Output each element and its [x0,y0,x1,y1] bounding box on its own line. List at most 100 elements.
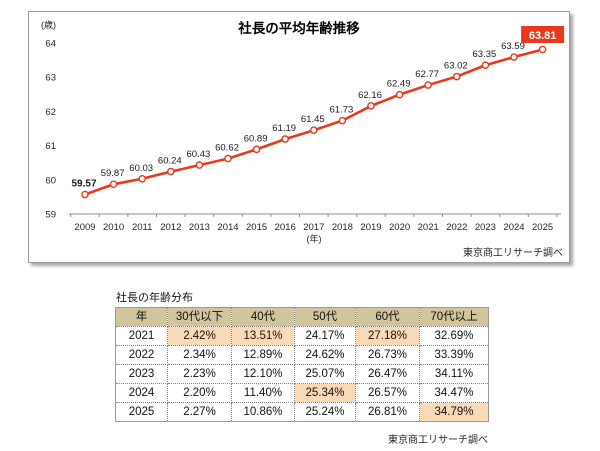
data-label: 63.02 [444,61,468,72]
x-tick-label: 2016 [275,222,296,233]
chart-title: 社長の平均年齢推移 [238,21,360,36]
data-point [252,145,261,154]
value-cell: 34.47% [419,383,489,403]
value-cell: 2.20% [167,383,232,403]
x-tick-label: 2022 [446,222,467,233]
data-point [309,126,318,135]
value-cell: 24.17% [294,326,356,346]
data-point [538,45,547,54]
value-cell: 2.42% [167,326,232,346]
data-point [138,174,146,183]
data-point [166,167,175,176]
value-cell: 33.39% [419,345,489,365]
year-cell: 2023 [115,364,168,384]
value-cell: 34.79% [419,402,489,422]
data-label: 63.35 [473,49,497,60]
value-cell: 2.34% [167,345,232,365]
x-tick-label: 2020 [389,222,410,233]
x-axis-unit-label: (年) [307,233,322,244]
y-tick-label: 62 [45,107,56,118]
column-header: 30代以下 [167,307,232,327]
column-header: 50代 [294,307,356,327]
table-row: 2024 2.20% 11.40% 25.34% 26.57% 34.47% [115,383,489,403]
value-cell: 13.51% [231,326,295,346]
data-point [452,72,461,81]
x-tick-label: 2012 [160,222,181,233]
value-cell: 25.34% [294,383,356,403]
y-tick-label: 59 [45,210,56,221]
x-tick-label: 2025 [532,222,553,233]
value-cell: 27.18% [355,326,420,346]
column-header: 70代以上 [419,307,489,327]
value-cell: 24.62% [294,345,356,365]
y-tick-label: 64 [45,39,56,50]
year-cell: 2024 [115,383,168,403]
data-label: 60.62 [215,143,239,154]
y-tick-label: 60 [45,175,56,186]
data-point [481,61,490,70]
data-point [281,135,290,143]
column-header: 60代 [355,307,420,327]
value-cell: 26.47% [355,364,420,384]
x-tick-label: 2011 [132,222,152,233]
x-tick-label: 2024 [503,222,524,233]
value-cell: 26.81% [355,402,420,422]
table-row: 2022 2.34% 12.89% 24.62% 26.73% 33.39% [115,345,489,365]
data-label: 60.89 [244,133,268,144]
age-table-head-row: 年 30代以下 40代 50代 60代 70代以上 [115,307,489,327]
value-cell: 26.57% [355,383,420,403]
chart-source-credit: 東京商工リサーチ調べ [463,248,563,259]
x-tick-label: 2010 [103,222,124,233]
chart-generated: 59 60 61 62 63 64 2009 2010 2011 2012 2013 2014 2015… [45,26,565,233]
data-point [424,81,433,89]
value-cell: 12.89% [231,345,295,365]
average-age-chart-panel: 59 60 61 62 63 64 2009 2010 2011 2012 2013 2014 2015… [28,11,570,263]
data-label: 59.87 [101,168,125,179]
year-cell: 2025 [115,402,168,422]
x-tick-label: 2015 [246,222,267,233]
data-point [224,154,232,163]
data-label: 62.16 [358,90,382,101]
data-label: 60.03 [129,163,153,174]
column-header: 40代 [231,307,295,327]
x-tick-label: 2021 [418,222,439,233]
y-axis-unit-label: (歳) [41,19,56,30]
table-row: 2023 2.23% 12.10% 25.07% 26.47% 34.11% [115,364,489,384]
data-label: 61.45 [301,114,325,125]
table-source-credit: 東京商工リサーチ調べ [388,435,488,446]
table-title: 社長の年齢分布 [116,292,193,304]
data-point [510,53,518,61]
data-label: 59.57 [71,179,96,190]
value-cell: 2.27% [167,402,232,422]
data-point [109,180,118,189]
x-tick-label: 2017 [303,222,324,233]
data-label: 60.43 [187,149,211,160]
data-point [81,190,89,199]
y-tick-label: 63 [45,73,56,84]
y-tick-label: 61 [45,141,56,152]
x-tick-label: 2023 [475,222,496,233]
data-label: 61.73 [330,105,354,116]
year-cell: 2021 [115,326,168,346]
data-label: 62.77 [415,69,439,80]
highlight-label-box [521,26,565,43]
value-cell: 34.11% [419,364,489,384]
value-cell: 12.10% [231,364,295,384]
age-distribution-table: 年 30代以下 40代 50代 60代 70代以上 2021 2.42% 13.51% 24.1… [115,307,489,422]
value-cell: 25.24% [294,402,356,422]
value-cell: 11.40% [231,383,295,403]
data-label: 63.59 [501,41,525,52]
value-cell: 10.86% [231,402,295,422]
data-label: 61.19 [272,123,296,134]
age-distribution-section: 社長の年齢分布 年 30代以下 40代 50代 60代 70代以上 2021 2.42% 13… [115,289,489,446]
x-tick-label: 2018 [332,222,353,233]
x-tick-label: 2019 [360,222,381,233]
column-header: 年 [115,307,168,327]
data-point [395,90,404,99]
x-tick-label: 2014 [217,222,238,233]
data-point [195,161,204,169]
line-chart: 59 60 61 62 63 64 2009 2010 2011 2012 2013 2014 2015… [41,19,565,244]
table-row: 2021 2.42% 13.51% 24.17% 27.18% 32.69% [115,326,489,346]
data-label: 63.81 [529,30,557,42]
value-cell: 32.69% [419,326,489,346]
